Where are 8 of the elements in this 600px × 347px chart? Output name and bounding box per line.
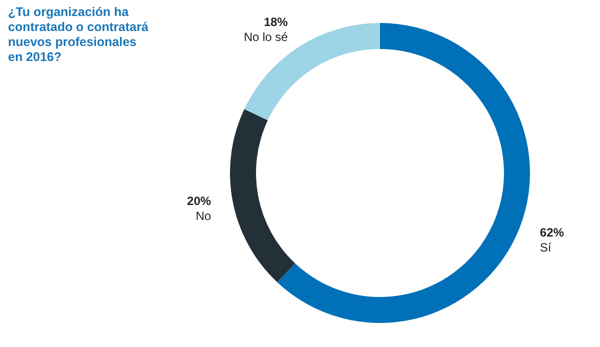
data-label: 18%: [264, 15, 288, 30]
slice-label: No: [196, 209, 212, 224]
data-label: 62%: [540, 225, 564, 240]
text: ¿Tu organización ha contratado o contratará nuevos profesionales en 2016?: [8, 5, 148, 64]
data-label: 20%: [187, 194, 212, 208]
donut-slice: [230, 109, 296, 282]
slice-label: No lo sé: [244, 30, 288, 44]
slice-label: Sí: [540, 240, 552, 254]
